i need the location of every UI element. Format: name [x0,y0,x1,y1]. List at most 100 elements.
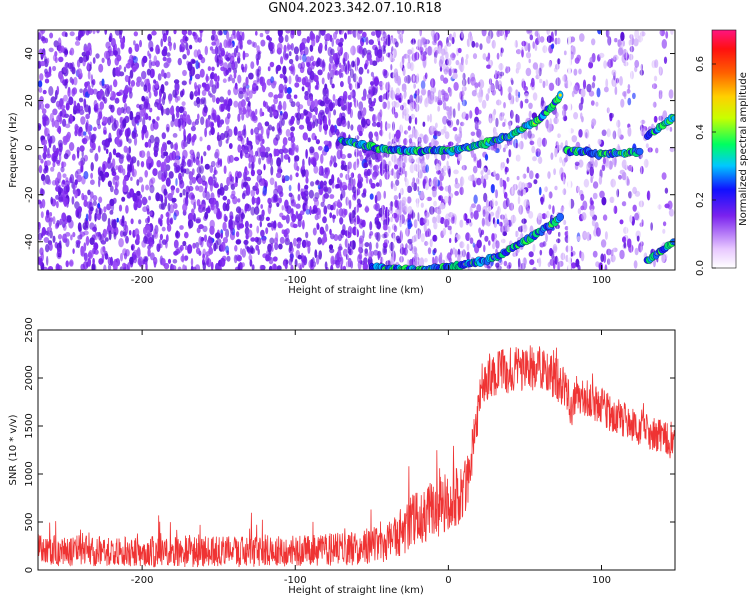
speckle-mark [597,30,602,35]
speckle-mark [407,212,412,221]
speckle-mark [614,86,618,96]
speckle-mark [320,153,324,164]
speckle-mark [530,77,535,88]
speckle-mark [39,96,44,104]
speckle-mark [616,188,620,198]
speckle-mark [165,57,171,67]
speckle-mark [373,164,380,171]
speckle-mark [312,227,317,236]
speckle-mark [324,97,330,105]
speckle-mark [92,200,97,206]
speckle-mark [316,211,322,219]
speckle-mark [299,55,302,61]
speckle-mark [323,140,329,146]
speckle-mark [581,212,587,221]
speckle-mark [144,170,148,178]
speckle-mark [329,228,332,235]
speckle-mark [205,251,211,257]
speckle-mark [91,133,97,141]
x-tick-label: -100 [284,575,307,586]
speckle-mark [41,226,46,236]
speckle-mark [463,213,468,221]
speckle-mark [548,82,555,92]
speckle-mark [549,258,555,266]
speckle-mark [215,262,220,270]
speckle-mark [487,88,491,94]
speckle-mark [602,214,608,221]
speckle-mark [164,81,169,86]
speckle-mark [113,118,117,124]
speckle-mark [332,214,335,224]
speckle-mark [526,207,530,214]
speckle-mark [216,58,220,68]
speckle-mark [589,166,594,177]
speckle-mark [358,252,363,260]
speckle-mark [90,172,93,179]
speckle-mark [317,112,323,120]
speckle-mark [128,47,132,53]
speckle-mark [260,229,265,238]
speckle-mark [620,98,625,108]
speckle-mark [485,199,489,208]
speckle-mark [592,192,598,200]
speckle-mark [153,228,157,238]
speckle-mark [529,170,534,180]
speckle-mark [552,243,558,254]
speckle-mark [404,204,409,212]
speckle-mark [386,123,391,129]
speckle-mark [483,244,486,253]
speckle-mark [340,264,343,270]
speckle-mark [582,79,587,90]
speckle-mark [73,100,77,107]
speckle-mark [45,214,51,223]
speckle-mark [409,101,415,112]
speckle-mark [378,80,384,87]
speckle-mark [114,30,121,36]
speckle-mark [330,255,335,266]
speckle-mark [247,101,251,107]
speckle-mark [410,113,415,120]
speckle-mark [639,69,644,76]
speckle-mark [124,220,127,227]
speckle-mark [468,175,473,182]
speckle-mark [452,126,458,132]
speckle-mark [422,51,428,56]
speckle-mark [80,245,85,256]
speckle-mark [215,148,220,159]
speckle-mark [541,213,547,220]
speckle-mark [103,126,107,135]
speckle-mark [290,30,295,36]
speckle-mark [219,132,226,141]
speckle-mark [446,42,452,47]
speckle-mark [52,155,58,162]
speckle-mark [392,50,397,56]
speckle-mark [172,259,178,264]
speckle-mark [627,164,634,172]
speckle-mark [590,100,595,106]
speckle-mark [440,48,446,56]
speckle-mark [46,255,49,266]
streak-mark [355,30,357,270]
speckle-mark [175,230,179,238]
speckle-mark [187,158,194,164]
speckle-mark [187,133,191,139]
speckle-mark [195,118,199,125]
x-tick-label: -100 [284,275,307,286]
speckle-mark [357,181,363,189]
speckle-mark [124,75,130,83]
speckle-mark [87,123,92,132]
speckle-mark [268,256,274,265]
speckle-mark [286,87,292,94]
speckle-mark [51,180,57,186]
speckle-mark [302,53,307,63]
speckle-mark [171,150,177,161]
speckle-mark [145,224,151,234]
speckle-mark [365,36,369,46]
streak-mark [490,30,492,270]
speckle-mark [107,137,113,143]
speckle-mark [562,176,566,185]
speckle-mark [364,63,368,70]
speckle-mark [361,96,367,101]
speckle-mark [260,141,263,148]
speckle-mark [254,206,260,215]
